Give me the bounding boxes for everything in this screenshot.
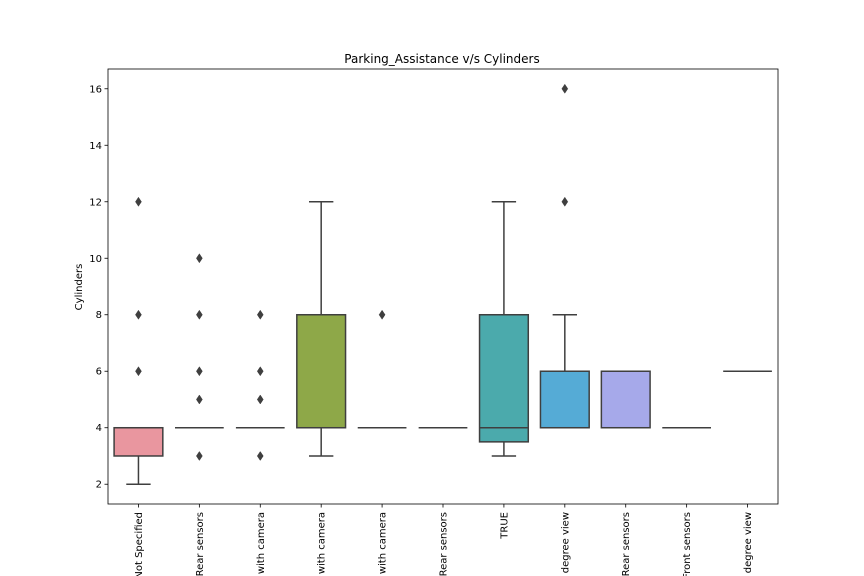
x-tick-label: Rear sensors: [621, 512, 632, 576]
y-tick-label: 6: [96, 367, 102, 378]
x-tick-label: Not Specified: [134, 512, 145, 576]
outlier-point: [135, 196, 142, 207]
box: [478, 313, 530, 443]
box-group: [113, 196, 164, 485]
plot-frame: [107, 68, 779, 505]
x-tick-label: degree view: [560, 512, 571, 573]
y-tick-label: 8: [96, 310, 102, 321]
x-tick-label: Front sensors: [682, 512, 693, 576]
y-tick-label: 14: [89, 141, 102, 152]
outlier-point: [196, 253, 203, 264]
outlier-point: [256, 394, 264, 405]
y-tick-label: 10: [89, 254, 102, 265]
outlier-point: [135, 309, 142, 320]
x-tick-label: Rear sensors: [439, 512, 450, 576]
outlier-point: [561, 83, 569, 94]
outlier-point: [196, 366, 203, 377]
y-tick-label: 2: [96, 480, 102, 491]
x-tick-label: TRUE: [499, 512, 510, 540]
y-tick-label: 12: [89, 197, 102, 208]
box-group: [175, 253, 224, 461]
y-tick-label: 16: [89, 84, 102, 95]
box: [539, 370, 590, 429]
outlier-point: [196, 394, 203, 405]
x-tick-label: with camera: [256, 512, 267, 574]
axes: 2 4 6 8 10 12 14 16 Not Specified Rear sensors wit…: [89, 84, 754, 576]
box-group: [600, 370, 651, 429]
x-tick-label: Rear sensors: [195, 512, 206, 576]
x-tick-label: with camera: [378, 512, 389, 574]
x-tick-label: degree view: [743, 512, 754, 573]
box-group: [478, 201, 530, 457]
box-group: [357, 309, 407, 429]
outlier-point: [196, 451, 203, 461]
chart-title: Parking_Assistance v/s Cylinders: [344, 52, 539, 66]
outlier-point: [256, 366, 264, 377]
outlier-point: [256, 451, 264, 461]
plot-area: [113, 83, 772, 485]
outlier-point: [378, 309, 386, 320]
box-group: [235, 309, 285, 461]
y-axis-label: Cylinders: [74, 264, 85, 311]
x-tick-label: with camera: [317, 512, 328, 574]
box: [296, 313, 347, 429]
outlier-point: [135, 366, 142, 377]
box-group: [296, 201, 347, 457]
outlier-point: [196, 309, 203, 320]
box: [600, 370, 651, 429]
y-tick-label: 4: [96, 423, 102, 434]
outlier-point: [256, 309, 264, 320]
box: [113, 426, 164, 457]
box-group: [539, 83, 590, 429]
outlier-point: [561, 196, 569, 207]
